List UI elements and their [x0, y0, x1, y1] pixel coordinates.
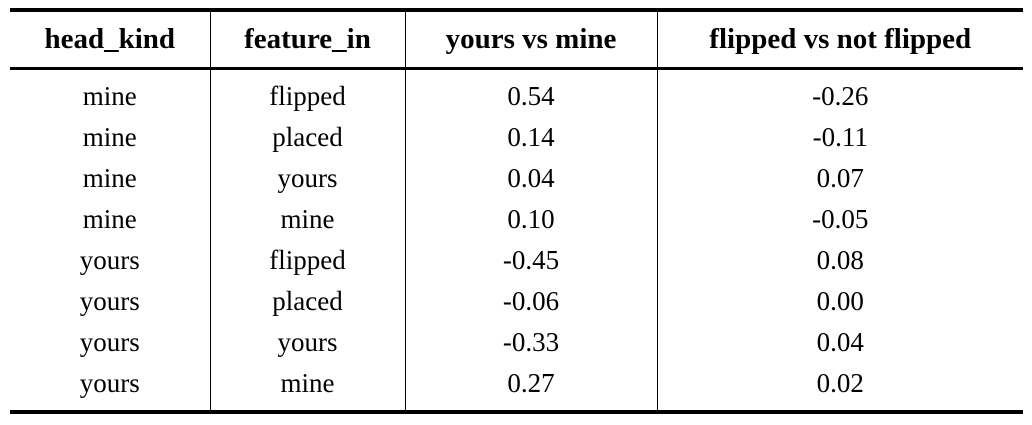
- cell-flipped-vs-not-flipped: -0.26: [656, 68, 1023, 117]
- results-table: head_kind feature_in yours vs mine flipp…: [10, 8, 1023, 414]
- cell-flipped-vs-not-flipped: -0.11: [656, 117, 1023, 158]
- cell-yours-vs-mine: -0.33: [404, 322, 657, 363]
- cell-feature-in: yours: [209, 322, 405, 363]
- cell-feature-in: flipped: [209, 240, 405, 281]
- col-header-feature-in: feature_in: [209, 10, 405, 70]
- col-header-yours-vs-mine: yours vs mine: [404, 10, 657, 70]
- cell-flipped-vs-not-flipped: 0.08: [656, 240, 1023, 281]
- cell-yours-vs-mine: 0.04: [404, 158, 657, 199]
- cell-yours-vs-mine: 0.10: [404, 199, 657, 240]
- cell-feature-in: placed: [209, 281, 405, 322]
- table-row: yours flipped -0.45 0.08: [10, 240, 1023, 281]
- cell-feature-in: mine: [209, 199, 405, 240]
- cell-flipped-vs-not-flipped: 0.04: [656, 322, 1023, 363]
- cell-yours-vs-mine: -0.06: [404, 281, 657, 322]
- cell-flipped-vs-not-flipped: -0.05: [656, 199, 1023, 240]
- table-row: mine yours 0.04 0.07: [10, 158, 1023, 199]
- cell-flipped-vs-not-flipped: 0.00: [656, 281, 1023, 322]
- cell-head-kind: mine: [82, 163, 137, 193]
- table-row: mine placed 0.14 -0.11: [10, 117, 1023, 158]
- cell-head-kind: yours: [79, 245, 140, 275]
- cell-flipped-vs-not-flipped: 0.07: [656, 158, 1023, 199]
- table-row: yours yours -0.33 0.04: [10, 322, 1023, 363]
- cell-head-kind: yours: [79, 368, 140, 398]
- cell-head-kind: mine: [82, 204, 137, 234]
- col-header-head-kind: head_kind: [10, 10, 210, 70]
- cell-feature-in: mine: [209, 363, 405, 412]
- table-row: mine flipped 0.54 -0.26: [10, 68, 1023, 117]
- cell-feature-in: placed: [209, 117, 405, 158]
- cell-yours-vs-mine: 0.27: [404, 363, 657, 412]
- col-header-flipped-vs-not-flipped: flipped vs not flipped: [656, 10, 1023, 70]
- cell-head-kind: yours: [79, 327, 140, 357]
- cell-yours-vs-mine: -0.45: [404, 240, 657, 281]
- table-row: yours placed -0.06 0.00: [10, 281, 1023, 322]
- cell-head-kind: mine: [82, 81, 137, 111]
- cell-yours-vs-mine: 0.14: [404, 117, 657, 158]
- cell-feature-in: yours: [209, 158, 405, 199]
- cell-head-kind: yours: [79, 286, 140, 316]
- cell-yours-vs-mine: 0.54: [404, 68, 657, 117]
- table-row: yours mine 0.27 0.02: [10, 363, 1023, 412]
- cell-feature-in: flipped: [209, 68, 405, 117]
- cell-flipped-vs-not-flipped: 0.02: [656, 363, 1023, 412]
- table-row: mine mine 0.10 -0.05: [10, 199, 1023, 240]
- table-header-row: head_kind feature_in yours vs mine flipp…: [10, 10, 1023, 70]
- cell-head-kind: mine: [82, 122, 137, 152]
